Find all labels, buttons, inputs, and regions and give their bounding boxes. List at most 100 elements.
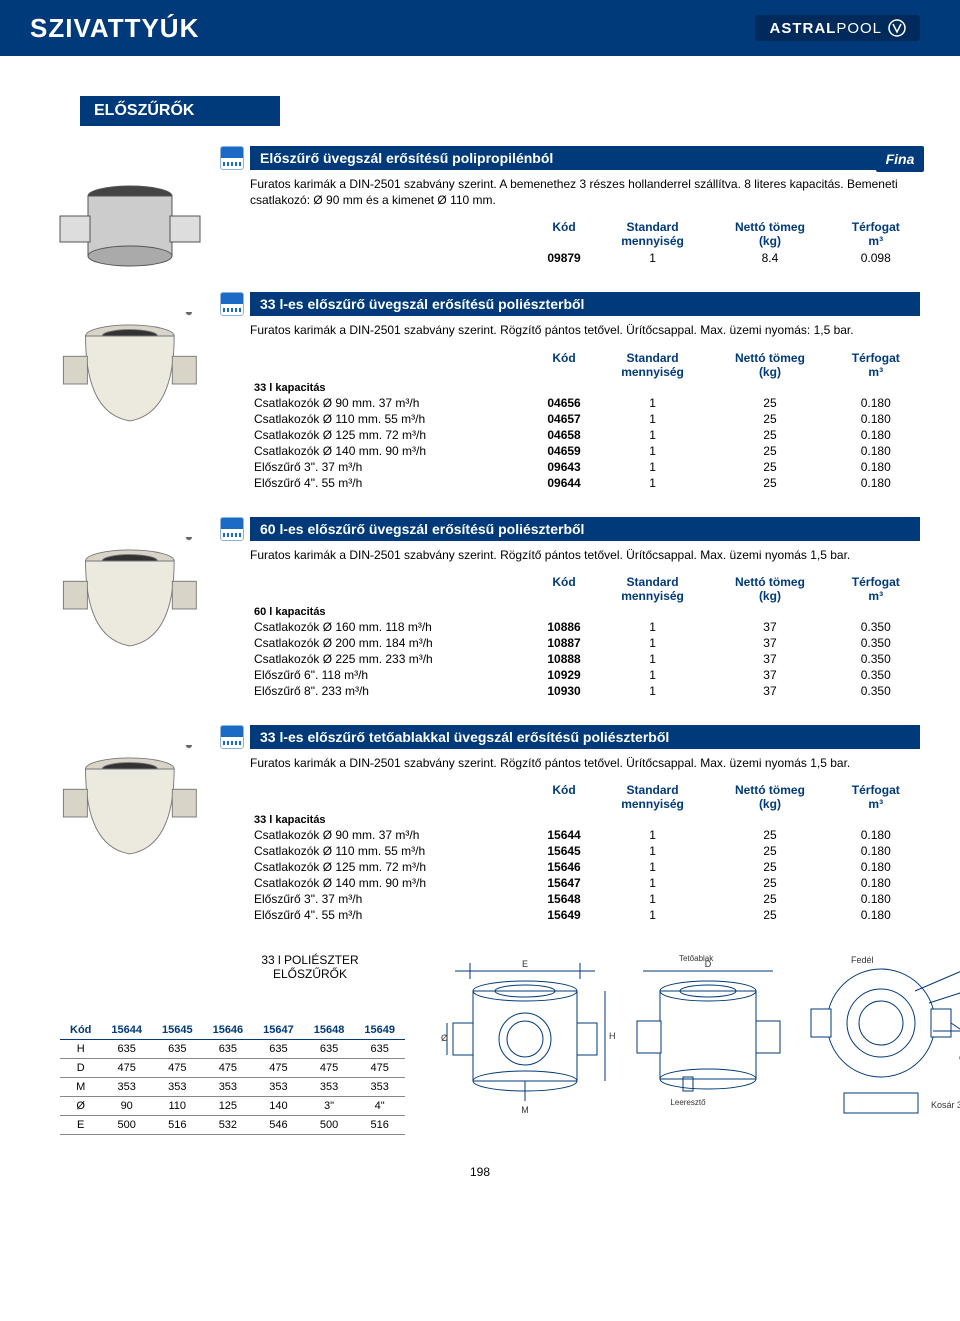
row-qty: 1	[597, 859, 709, 875]
row-label: Csatlakozók Ø 90 mm. 37 m³/h	[250, 827, 531, 843]
spec-table: Kód Standardmennyiség Nettó tömeg(kg) Té…	[250, 349, 920, 491]
row-label: Csatlakozók Ø 225 mm. 233 m³/h	[250, 651, 531, 667]
table-row: Csatlakozók Ø 125 mm. 72 m³/h 15646 1 25…	[250, 859, 920, 875]
row-weight: 25	[708, 843, 831, 859]
row-volume: 0.180	[832, 443, 920, 459]
row-weight: 25	[708, 411, 831, 427]
row-weight: 25	[708, 459, 831, 475]
row-volume: 0.180	[832, 843, 920, 859]
svg-text:Tetőablak: Tetőablak	[679, 954, 714, 963]
row-label: Előszűrő 4". 55 m³/h	[250, 907, 531, 923]
table-row: Előszűrő 8". 233 m³/h 10930 1 37 0.350	[250, 683, 920, 699]
row-qty: 1	[597, 683, 709, 699]
row-code: 15645	[531, 843, 596, 859]
row-qty: 1	[597, 651, 709, 667]
page-number: 198	[0, 1165, 960, 1179]
row-weight: 25	[708, 443, 831, 459]
subhead: 60 l kapacitás	[250, 605, 531, 619]
table-row: Előszűrő 3". 37 m³/h 15648 1 25 0.180	[250, 891, 920, 907]
product-image	[50, 745, 210, 865]
svg-text:Leeresztő: Leeresztő	[670, 1098, 706, 1107]
row-label: Csatlakozók Ø 160 mm. 118 m³/h	[250, 619, 531, 635]
table-row: Csatlakozók Ø 140 mm. 90 m³/h 15647 1 25…	[250, 875, 920, 891]
row-label: Csatlakozók Ø 140 mm. 90 m³/h	[250, 443, 531, 459]
block-description: Furatos karimák a DIN-2501 szabvány szer…	[250, 547, 920, 563]
page-title: SZIVATTYÚK	[30, 13, 199, 44]
row-qty: 1	[597, 667, 709, 683]
table-row: Előszűrő 4". 55 m³/h 15649 1 25 0.180	[250, 907, 920, 923]
row-label: Előszűrő 3". 37 m³/h	[250, 459, 531, 475]
product-image	[50, 166, 210, 286]
block-title: 33 l-es előszűrő üvegszál erősítésű poli…	[250, 292, 920, 316]
row-volume: 0.180	[832, 459, 920, 475]
dim-header-col: 15648	[304, 1021, 355, 1040]
product-block: Előszűrő üvegszál erősítésű polipropilén…	[250, 146, 920, 266]
table-row: Előszűrő 6". 118 m³/h 10929 1 37 0.350	[250, 667, 920, 683]
row-code: 10886	[531, 619, 596, 635]
row-qty: 1	[597, 843, 709, 859]
spec-table: Kód Standardmennyiség Nettó tömeg(kg) Té…	[250, 781, 920, 923]
row-weight: 37	[708, 683, 831, 699]
svg-text:M: M	[521, 1105, 529, 1115]
row-label: Csatlakozók Ø 125 mm. 72 m³/h	[250, 427, 531, 443]
dim-header-col: 15645	[152, 1021, 203, 1040]
dim-row: M353353353353353353	[60, 1077, 405, 1096]
row-qty: 1	[597, 827, 709, 843]
dimension-table-wrap: 33 l POLIÉSZTER ELŐSZŰRŐK Kód15644156451…	[60, 953, 405, 1135]
row-code: 04656	[531, 395, 596, 411]
row-label: Csatlakozók Ø 110 mm. 55 m³/h	[250, 411, 531, 427]
table-row: Csatlakozók Ø 140 mm. 90 m³/h 04659 1 25…	[250, 443, 920, 459]
block-description: Furatos karimák a DIN-2501 szabvány szer…	[250, 322, 920, 338]
row-volume: 0.180	[832, 827, 920, 843]
row-volume: 0.350	[832, 683, 920, 699]
row-volume: 0.180	[832, 859, 920, 875]
row-weight: 25	[708, 859, 831, 875]
row-code: 04659	[531, 443, 596, 459]
row-volume: 0.350	[832, 667, 920, 683]
row-code: 09644	[531, 475, 596, 491]
fina-badge: Fina	[876, 146, 924, 172]
block-title: 60 l-es előszűrő üvegszál erősítésű poli…	[250, 517, 920, 541]
row-weight: 8.4	[708, 250, 831, 266]
row-weight: 37	[708, 667, 831, 683]
table-row: Csatlakozók Ø 200 mm. 184 m³/h 10887 1 3…	[250, 635, 920, 651]
row-code: 10888	[531, 651, 596, 667]
brand-logo-icon	[888, 19, 906, 37]
row-qty: 1	[597, 443, 709, 459]
block-description: Furatos karimák a DIN-2501 szabvány szer…	[250, 755, 920, 771]
subhead: 33 l kapacitás	[250, 381, 531, 395]
dim-row: E500516532546500516	[60, 1115, 405, 1134]
page-header: SZIVATTYÚK ASTRALPOOL	[0, 0, 960, 56]
row-qty: 1	[597, 250, 709, 266]
product-image	[50, 537, 210, 657]
row-volume: 0.180	[832, 907, 920, 923]
row-qty: 1	[597, 459, 709, 475]
svg-text:Fedél: Fedél	[851, 955, 874, 965]
section-title: ELŐSZŰRŐK	[80, 96, 280, 126]
row-weight: 37	[708, 635, 831, 651]
dim-row: Ø901101251403"4"	[60, 1096, 405, 1115]
block-title: Előszűrő üvegszál erősítésű polipropilén…	[250, 146, 920, 170]
row-label: Előszűrő 3". 37 m³/h	[250, 891, 531, 907]
row-code: 15649	[531, 907, 596, 923]
row-qty: 1	[597, 635, 709, 651]
product-block: 33 l-es előszűrő tetőablakkal üvegszál e…	[250, 725, 920, 923]
row-qty: 1	[597, 395, 709, 411]
row-code: 04658	[531, 427, 596, 443]
svg-text:Ø: Ø	[441, 1033, 448, 1043]
table-row: Előszűrő 4". 55 m³/h 09644 1 25 0.180	[250, 475, 920, 491]
row-label: Előszűrő 6". 118 m³/h	[250, 667, 531, 683]
row-code: 10887	[531, 635, 596, 651]
table-row: Csatlakozók Ø 90 mm. 37 m³/h 15644 1 25 …	[250, 827, 920, 843]
row-qty: 1	[597, 875, 709, 891]
spec-table: Kód Standardmennyiség Nettó tömeg(kg) Té…	[250, 218, 920, 266]
row-qty: 1	[597, 891, 709, 907]
row-code: 15644	[531, 827, 596, 843]
technical-diagram: E H Ø M D Tetőablak	[435, 953, 960, 1123]
row-label: Előszűrő 8". 233 m³/h	[250, 683, 531, 699]
row-label	[250, 250, 531, 266]
logo-icon	[220, 292, 244, 316]
row-weight: 25	[708, 427, 831, 443]
svg-text:Kosár 33 l. (Ø5): Kosár 33 l. (Ø5)	[931, 1100, 960, 1110]
row-volume: 0.180	[832, 875, 920, 891]
